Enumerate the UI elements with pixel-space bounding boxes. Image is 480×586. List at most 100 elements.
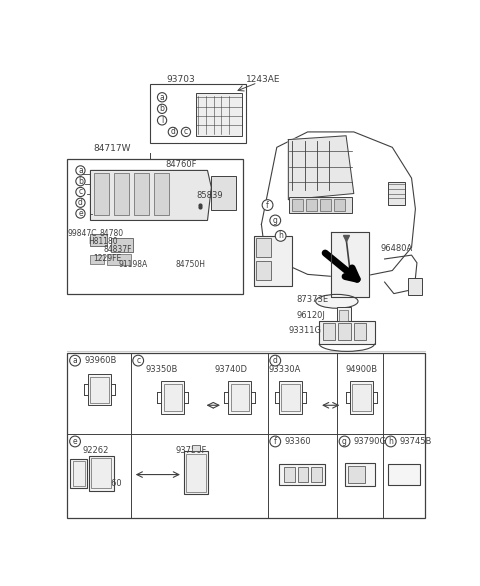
Text: b: b <box>78 177 83 186</box>
Bar <box>90 234 108 246</box>
Polygon shape <box>262 132 415 278</box>
Bar <box>348 466 365 483</box>
Bar <box>281 384 300 411</box>
Text: a: a <box>78 166 83 175</box>
Text: 93790G: 93790G <box>354 437 387 446</box>
Text: e: e <box>78 209 83 218</box>
Text: c: c <box>184 127 188 137</box>
Circle shape <box>339 436 350 447</box>
Bar <box>184 451 208 494</box>
Bar <box>338 323 351 340</box>
Bar <box>388 182 406 205</box>
Bar <box>408 278 421 295</box>
Circle shape <box>270 215 281 226</box>
Circle shape <box>385 436 396 447</box>
Bar <box>108 254 131 265</box>
Bar <box>192 445 200 451</box>
Text: 99847C: 99847C <box>67 229 97 238</box>
Bar <box>284 467 295 482</box>
Text: 91198A: 91198A <box>118 260 147 269</box>
Polygon shape <box>90 171 211 220</box>
Text: 85839: 85839 <box>196 190 223 200</box>
Bar <box>256 238 271 257</box>
Text: 93740D: 93740D <box>214 365 247 374</box>
Bar <box>211 176 236 210</box>
Circle shape <box>70 436 81 447</box>
Bar <box>298 467 308 482</box>
Bar <box>67 353 425 519</box>
Bar <box>334 199 345 211</box>
Text: 84760F: 84760F <box>165 160 197 169</box>
Bar <box>289 197 352 213</box>
Circle shape <box>76 166 85 175</box>
Text: d: d <box>273 356 278 365</box>
Bar <box>337 308 351 323</box>
Bar <box>73 462 85 486</box>
Bar <box>154 173 169 215</box>
Text: 93750F: 93750F <box>175 446 206 455</box>
Bar <box>306 199 317 211</box>
Text: a: a <box>72 356 77 365</box>
Circle shape <box>275 230 286 241</box>
Circle shape <box>157 104 167 114</box>
Text: 92262: 92262 <box>83 446 109 455</box>
Bar <box>339 310 348 321</box>
Bar <box>89 456 114 490</box>
Text: g: g <box>342 437 347 446</box>
Circle shape <box>181 127 191 137</box>
Bar <box>111 238 133 252</box>
Text: b: b <box>160 104 165 113</box>
Text: 93960B: 93960B <box>84 356 117 365</box>
Bar <box>133 173 149 215</box>
Circle shape <box>168 127 178 137</box>
Text: H81180: H81180 <box>88 237 118 246</box>
Bar <box>88 374 111 406</box>
Bar <box>312 467 322 482</box>
Bar <box>320 199 331 211</box>
Text: h: h <box>278 231 283 240</box>
Bar <box>114 173 129 215</box>
Text: 1243AE: 1243AE <box>246 75 280 84</box>
Bar <box>254 236 292 286</box>
Text: d: d <box>170 127 175 137</box>
Text: 84780: 84780 <box>100 229 124 238</box>
Bar <box>279 381 302 414</box>
Circle shape <box>262 200 273 210</box>
Circle shape <box>76 188 85 196</box>
Text: e: e <box>73 437 77 446</box>
Bar <box>350 381 373 414</box>
Text: 93350B: 93350B <box>145 365 178 374</box>
Circle shape <box>157 116 167 125</box>
Text: l: l <box>161 116 163 125</box>
Text: f: f <box>274 437 276 446</box>
Circle shape <box>270 355 281 366</box>
Text: 84750H: 84750H <box>175 260 205 269</box>
Circle shape <box>76 176 85 186</box>
Circle shape <box>270 436 281 447</box>
Bar <box>67 159 243 294</box>
Text: g: g <box>273 216 278 225</box>
Polygon shape <box>196 93 242 136</box>
Text: 84837F: 84837F <box>104 245 132 254</box>
Bar <box>186 454 206 492</box>
Text: 87373E: 87373E <box>296 295 328 304</box>
Text: h: h <box>388 437 393 446</box>
Circle shape <box>70 355 81 366</box>
Bar <box>150 84 246 144</box>
Circle shape <box>76 209 85 218</box>
Bar <box>90 377 109 403</box>
Bar <box>230 384 249 411</box>
Bar <box>228 381 252 414</box>
Bar <box>292 199 303 211</box>
Bar <box>354 323 366 340</box>
Text: 96120J: 96120J <box>296 311 325 320</box>
Text: 96480A: 96480A <box>381 244 413 254</box>
Circle shape <box>157 93 167 102</box>
Text: 93360: 93360 <box>285 437 311 446</box>
Text: 93330A: 93330A <box>268 365 300 374</box>
Bar <box>319 321 374 343</box>
Text: 84717W: 84717W <box>94 144 131 154</box>
Text: a: a <box>160 93 165 102</box>
Bar <box>90 255 104 264</box>
Polygon shape <box>331 232 369 298</box>
